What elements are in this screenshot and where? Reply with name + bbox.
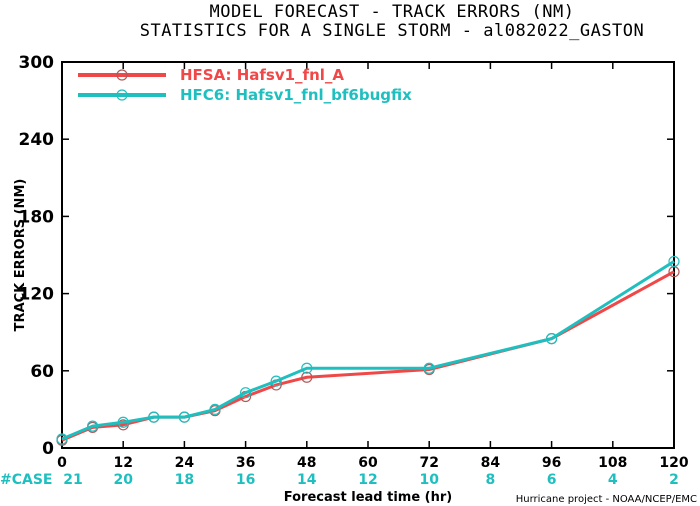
- case-count: 14: [297, 472, 317, 488]
- y-tick-label: 0: [42, 439, 54, 459]
- legend-entry: HFSA: Hafsv1_fnl_A: [180, 66, 344, 84]
- legend-marker: [116, 89, 128, 101]
- y-axis: 0 60 120 180 240 300: [19, 53, 674, 459]
- case-count: 6: [547, 472, 557, 488]
- case-count: 2: [669, 472, 679, 488]
- x-tick-label: 60: [358, 455, 378, 471]
- case-counts: #CASE 21 20 18 16 14 12 10 8 6 4 2: [0, 472, 679, 488]
- x-tick-label: 24: [175, 455, 195, 471]
- plot-frame: [61, 61, 675, 449]
- data-point: [301, 362, 313, 374]
- y-tick-label: 180: [19, 207, 55, 227]
- x-tick-label: 36: [236, 455, 255, 471]
- x-tick-label: 72: [419, 455, 438, 471]
- x-tick-label: 48: [297, 455, 316, 471]
- case-count: 12: [358, 472, 377, 488]
- x-tick-label: 12: [113, 455, 132, 471]
- data-point: [178, 411, 190, 423]
- case-label: #CASE: [0, 472, 53, 488]
- chart-subtitle: STATISTICS FOR A SINGLE STORM - al082022…: [140, 21, 645, 41]
- data-point: [117, 416, 129, 428]
- case-count: 4: [608, 472, 618, 488]
- data-point: [668, 255, 680, 268]
- case-count: 16: [236, 472, 255, 488]
- data-point: [545, 333, 558, 345]
- legend-entry: HFC6: Hafsv1_fnl_bf6bugfix: [180, 86, 412, 104]
- x-tick-label: 120: [659, 455, 688, 471]
- data-point: [117, 419, 129, 431]
- case-count: 10: [419, 472, 439, 488]
- data-point: [56, 433, 68, 445]
- series-layer: [56, 255, 680, 446]
- y-tick-label: 60: [30, 362, 54, 382]
- x-axis-label: Forecast lead time (hr): [284, 490, 452, 505]
- x-tick-label: 84: [481, 455, 501, 471]
- legend-marker: [116, 69, 128, 81]
- data-point: [301, 371, 313, 383]
- case-count: 21: [63, 472, 82, 488]
- x-tick-label: 0: [57, 455, 67, 471]
- y-tick-label: 300: [19, 53, 55, 73]
- y-tick-label: 240: [19, 130, 55, 150]
- data-point: [270, 375, 282, 387]
- plot-area: [61, 61, 675, 449]
- footer-credit: Hurricane project - NOAA/NCEP/EMC: [516, 494, 697, 505]
- legend: HFSA: Hafsv1_fnl_A HFC6: Hafsv1_fnl_bf6bu…: [78, 66, 412, 104]
- case-count: 8: [486, 472, 496, 488]
- data-point: [209, 403, 221, 415]
- data-point: [240, 387, 252, 399]
- case-count: 18: [175, 472, 194, 488]
- data-point: [423, 362, 435, 374]
- x-axis: 0 12 24 36 48 60 72 84 96 108 120: [57, 62, 689, 471]
- series-line: [61, 270, 675, 442]
- data-point: [86, 420, 99, 432]
- series-hfc6: [56, 255, 680, 445]
- chart-title: MODEL FORECAST - TRACK ERRORS (NM): [210, 2, 575, 22]
- x-tick-label: 108: [598, 455, 627, 471]
- data-point: [148, 411, 160, 423]
- case-count: 20: [113, 472, 133, 488]
- y-tick-label: 120: [19, 285, 55, 305]
- x-tick-label: 96: [542, 455, 561, 471]
- y-axis-label: TRACK ERRORS (NM): [13, 179, 28, 332]
